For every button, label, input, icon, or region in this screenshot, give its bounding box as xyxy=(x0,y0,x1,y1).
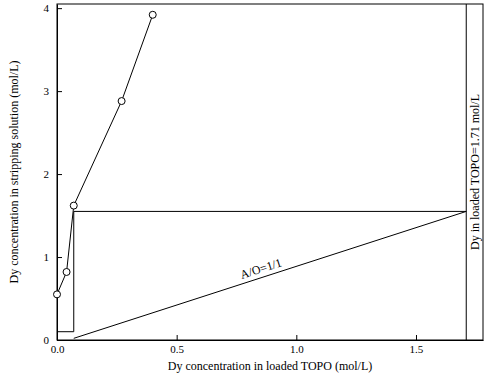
annotation: A/O=1/1 xyxy=(238,255,283,281)
y-axis-line xyxy=(57,5,58,341)
reference-line xyxy=(466,4,467,340)
y-tick-mark xyxy=(57,91,62,92)
reference-label: Dy in loaded TOPO=1.71 mol/L xyxy=(468,94,482,250)
marker xyxy=(149,11,156,18)
x-tick: 1.5 xyxy=(410,335,424,355)
series-line xyxy=(57,211,466,331)
x-tick-label: 0.0 xyxy=(51,343,65,355)
x-tick: 0.5 xyxy=(170,335,184,355)
x-tick-label: 1.0 xyxy=(290,343,304,355)
y-tick-label: 1 xyxy=(44,251,50,263)
marker xyxy=(63,268,70,275)
y-tick-mark xyxy=(57,8,62,9)
x-tick-mark xyxy=(177,335,178,340)
y-tick-label: 2 xyxy=(44,168,50,180)
y-tick: 1 xyxy=(44,251,63,263)
y-axis-title: Dy concentration in stripping solution (… xyxy=(7,61,21,284)
y-tick: 4 xyxy=(44,2,63,14)
x-axis: 0.0 0.5 1.0 1.5 xyxy=(51,335,484,355)
x-tick-label: 0.5 xyxy=(170,343,184,355)
marker xyxy=(70,202,77,209)
y-tick-mark xyxy=(57,340,62,341)
marker xyxy=(118,98,125,105)
frame xyxy=(57,4,483,340)
x-tick-mark xyxy=(416,335,417,340)
chart: 0.0 0.5 1.0 1.5 0 1 2 3 4 Dy in loaded TOPO=1.71 … xyxy=(0,0,494,376)
x-tick-mark xyxy=(296,335,297,340)
y-tick: 3 xyxy=(44,85,63,97)
y-tick-mark xyxy=(57,174,62,175)
y-tick: 2 xyxy=(44,168,63,180)
lines xyxy=(57,4,466,340)
x-tick: 1.0 xyxy=(290,335,304,355)
y-tick-label: 4 xyxy=(44,2,50,14)
markers xyxy=(54,11,157,298)
x-axis-title: Dy concentration in loaded TOPO (mol/L) xyxy=(168,359,373,373)
x-tick-label: 1.5 xyxy=(410,343,424,355)
plot: 0.0 0.5 1.0 1.5 0 1 2 3 4 Dy in loaded TOPO=1.71 … xyxy=(44,2,484,355)
y-tick-label: 3 xyxy=(44,85,50,97)
y-tick-label: 0 xyxy=(44,334,50,346)
y-axis: 0 1 2 3 4 xyxy=(44,2,63,346)
series-line xyxy=(74,211,466,338)
marker xyxy=(54,291,61,298)
x-axis-line xyxy=(58,340,484,341)
series-line xyxy=(57,15,153,295)
y-tick: 0 xyxy=(44,334,63,346)
y-tick-mark xyxy=(57,257,62,258)
